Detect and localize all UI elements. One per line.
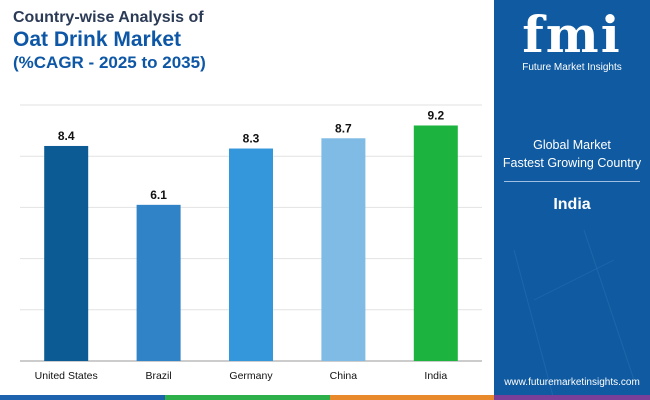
chart-title-line3: (%CAGR - 2025 to 2035) [13,53,206,72]
bar-brazil [136,204,181,361]
panel-divider [504,181,640,182]
data-label: 6.1 [150,188,167,202]
data-label: 8.7 [335,121,352,135]
logo-mark: fmi [522,5,622,64]
website-link[interactable]: www.futuremarketinsights.com [504,377,640,388]
panel-label-line2: Fastest Growing Country [502,156,642,170]
bar-india [413,125,458,361]
data-label: 8.4 [58,129,75,143]
bottom-bar-segment-4 [494,395,650,400]
bar-chart: 8.4 United States 6.1 Brazil 8.3 Germany 8.7 Ch… [20,104,482,382]
x-tick-label: China [330,370,358,382]
bottom-bar-segment-3 [330,395,494,400]
panel-label-line1: Global Market [533,138,611,152]
fmi-logo: fmi Future Market Insights [494,8,650,74]
x-tick-label: United States [35,370,98,382]
chart-title-block: Country-wise Analysis of Oat Drink Marke… [13,8,206,74]
chart-title-line2: Oat Drink Market [13,28,182,51]
data-label: 8.3 [243,132,260,146]
x-tick-label: Germany [229,370,273,382]
data-label: 9.2 [427,108,444,122]
fastest-growing-country: India [553,196,591,213]
logo-brand-name: Future Market Insights [522,62,622,73]
bar-china [321,138,366,361]
panel-texture [513,229,635,400]
x-tick-label: India [424,370,447,382]
bar-united-states [44,145,89,361]
chart-title-line1: Country-wise Analysis of [13,9,204,26]
x-tick-label: Brazil [145,370,171,382]
side-panel: fmi Future Market Insights Global Market… [494,0,650,400]
bottom-bar-segment-1 [0,395,165,400]
bottom-bar-segment-2 [165,395,330,400]
bar-germany [229,148,273,361]
